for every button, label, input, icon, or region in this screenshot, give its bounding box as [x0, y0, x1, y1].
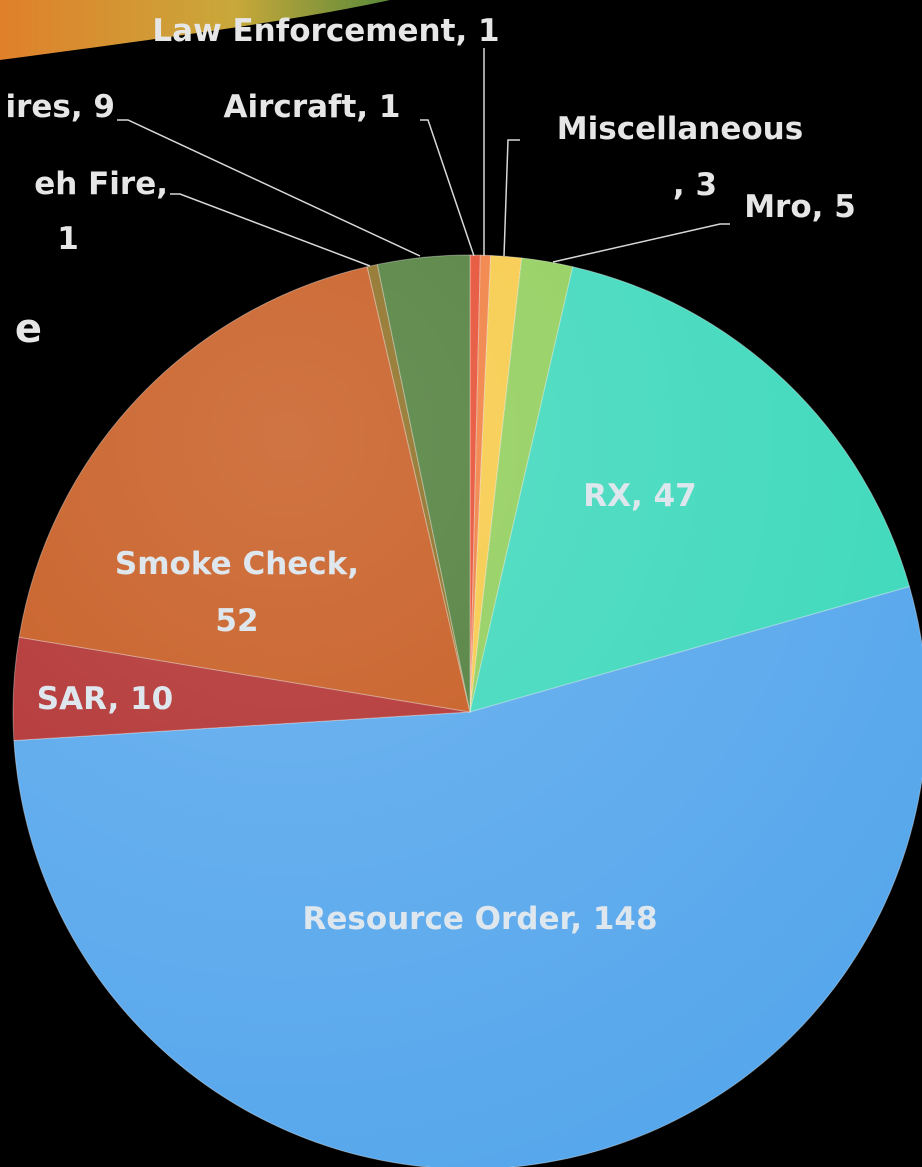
data-label: Aircraft, 1: [224, 89, 401, 125]
data-label: SAR, 10: [37, 681, 173, 717]
data-label: Resource Order, 148: [302, 901, 657, 937]
data-label: Mro, 5: [744, 189, 856, 225]
chart: e Aircraft, 1Law Enforcement, 1Miscellan…: [0, 0, 922, 1167]
data-label: ires, 9: [5, 89, 115, 125]
page: {"chart_data": {"type": "pie", "title": …: [0, 0, 922, 1167]
data-label: RX, 47: [583, 478, 696, 514]
chart-title: e: [15, 306, 42, 352]
data-label: Law Enforcement, 1: [152, 13, 499, 49]
